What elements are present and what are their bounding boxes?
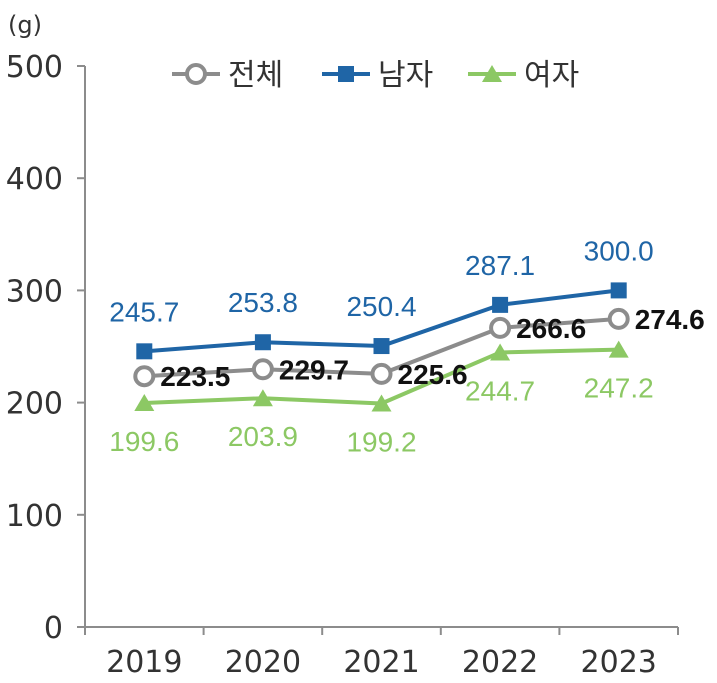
data-label: 199.2 xyxy=(346,426,416,457)
data-point-남자 xyxy=(136,343,153,360)
y-tick-label: 200 xyxy=(6,387,63,422)
data-point-남자 xyxy=(373,338,390,355)
data-point-여자 xyxy=(134,394,155,412)
data-point-여자 xyxy=(252,389,273,407)
y-axis-unit-label: (g) xyxy=(8,11,42,39)
data-label: 253.8 xyxy=(228,287,298,318)
y-tick-label: 500 xyxy=(6,50,63,85)
legend-item-여자: 여자 xyxy=(468,58,579,93)
data-label: 287.1 xyxy=(465,250,535,281)
data-label: 245.7 xyxy=(109,296,179,327)
data-point-전체 xyxy=(370,362,393,385)
data-label: 244.7 xyxy=(465,375,535,406)
legend-marker xyxy=(338,66,354,82)
data-label: 250.4 xyxy=(346,291,416,322)
axes xyxy=(77,65,679,635)
legend-label: 여자 xyxy=(524,58,579,93)
data-point-여자 xyxy=(490,343,511,361)
data-point-남자 xyxy=(610,282,627,299)
y-tick-label: 100 xyxy=(6,499,63,534)
data-label: 229.7 xyxy=(279,354,349,385)
data-point-여자 xyxy=(608,340,629,358)
data-point-전체 xyxy=(133,365,156,388)
legend: 전체 남자 여자 xyxy=(172,58,579,93)
x-tick-label: 2019 xyxy=(106,645,182,680)
data-point-남자 xyxy=(492,296,509,313)
y-tick-labels: 0 100 200 300 400 500 xyxy=(6,50,63,646)
data-point-남자 xyxy=(254,334,271,351)
x-tick-labels: 2019 2020 2021 2022 2023 xyxy=(106,645,657,680)
legend-label: 남자 xyxy=(378,58,433,93)
legend-marker xyxy=(482,65,502,82)
legend-item-남자: 남자 xyxy=(322,58,433,93)
data-label: 274.6 xyxy=(635,304,705,335)
data-label: 247.2 xyxy=(584,373,654,404)
y-tick-label: 300 xyxy=(6,274,63,309)
data-label: 225.6 xyxy=(398,359,468,390)
y-tick-label: 0 xyxy=(44,611,63,646)
x-tick-label: 2022 xyxy=(462,645,538,680)
data-labels: 223.5 229.7 225.6 266.6 274.6 245.7 253.8 250.4… xyxy=(109,235,705,457)
x-tick-label: 2023 xyxy=(581,645,657,680)
data-point-전체 xyxy=(607,307,630,330)
data-label: 199.6 xyxy=(109,426,179,457)
data-point-여자 xyxy=(371,394,392,412)
data-point-전체 xyxy=(489,316,512,339)
data-label: 300.0 xyxy=(584,235,654,266)
legend-item-전체: 전체 xyxy=(172,58,283,93)
data-label: 203.9 xyxy=(228,421,298,452)
x-tick-label: 2021 xyxy=(343,645,419,680)
x-tick-label: 2020 xyxy=(225,645,301,680)
data-label: 223.5 xyxy=(160,361,230,392)
y-tick-label: 400 xyxy=(6,162,63,197)
data-point-전체 xyxy=(251,358,274,381)
series-markers xyxy=(133,282,630,412)
data-label: 266.6 xyxy=(516,313,586,344)
legend-label: 전체 xyxy=(228,58,283,93)
legend-marker xyxy=(185,63,207,85)
